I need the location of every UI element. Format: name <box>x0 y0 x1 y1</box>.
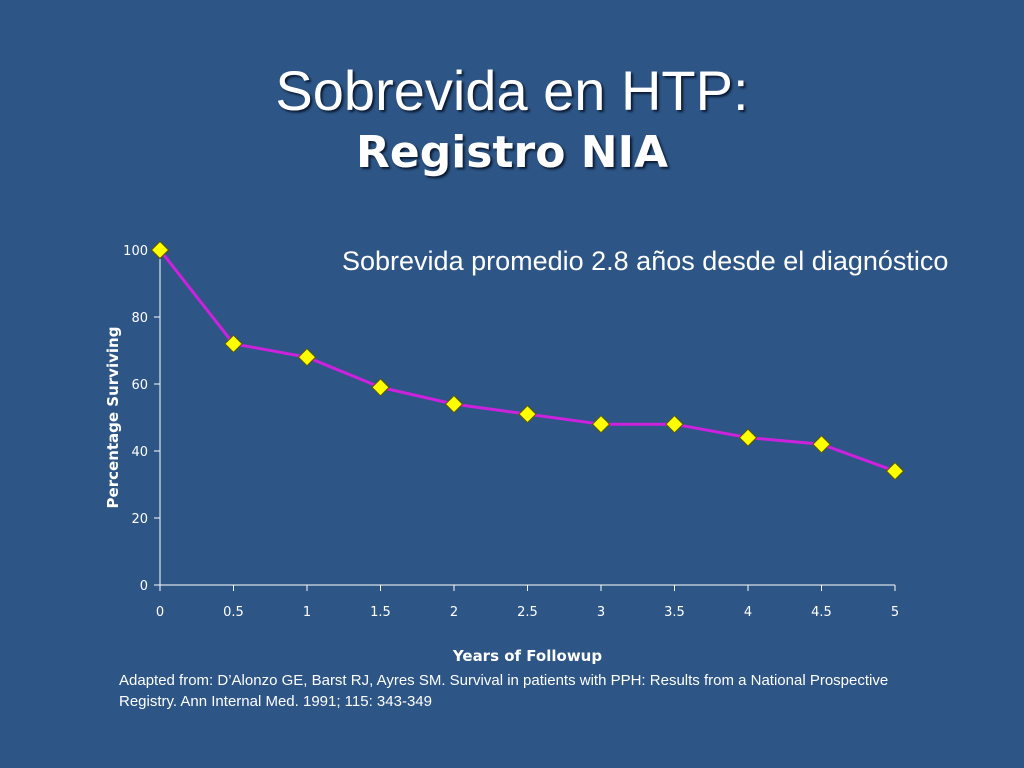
source-citation: Adapted from: D’Alonzo GE, Barst RJ, Ayr… <box>119 672 889 710</box>
slide-title: Sobrevida en HTP: Registro NIA <box>0 58 1024 182</box>
y-tick-label: 40 <box>131 445 148 460</box>
data-point-marker <box>665 414 684 434</box>
x-tick-label: 0 <box>156 605 164 620</box>
data-point-marker <box>150 240 170 260</box>
title-line-2: Registro NIA <box>355 127 669 178</box>
x-tick-label: 4.5 <box>811 605 832 620</box>
data-point-marker <box>224 334 243 354</box>
data-point-marker <box>738 428 758 447</box>
y-tick-label: 0 <box>140 579 148 594</box>
x-tick-label: 3.5 <box>664 605 685 620</box>
data-point-marker <box>297 347 317 367</box>
x-tick-label: 2 <box>450 605 458 620</box>
x-tick-label: 0.5 <box>223 605 244 620</box>
y-axis-title: Percentage Surviving <box>104 327 122 509</box>
title-line-1: Sobrevida en HTP: <box>275 59 749 122</box>
x-tick-label: 4 <box>744 605 752 620</box>
x-tick-label: 2.5 <box>517 605 538 620</box>
x-tick-label: 1 <box>303 605 311 620</box>
data-point-marker <box>885 461 905 481</box>
data-point-marker <box>591 414 611 434</box>
series-line <box>158 249 896 473</box>
y-tick-label: 100 <box>123 244 148 259</box>
data-point-marker <box>518 404 537 424</box>
data-point-marker <box>444 394 464 414</box>
x-axis-title: Years of Followup <box>452 647 602 665</box>
x-tick-label: 5 <box>891 605 899 620</box>
chart-axes: 0 20 40 60 80 100 0 0.5 1 1.5 2 2.5 3 3.5 4 4.5 5 <box>123 244 899 620</box>
x-tick-label: 3 <box>597 605 605 620</box>
x-tick-label: 1.5 <box>370 605 391 620</box>
data-point-marker <box>812 435 831 454</box>
data-point-marker <box>371 378 390 397</box>
y-tick-label: 60 <box>131 378 148 393</box>
y-tick-label: 20 <box>131 512 148 527</box>
chart-series <box>150 240 905 481</box>
y-tick-label: 80 <box>131 311 148 326</box>
chart-annotation: Sobrevida promedio 2.8 años desde el dia… <box>342 246 949 276</box>
